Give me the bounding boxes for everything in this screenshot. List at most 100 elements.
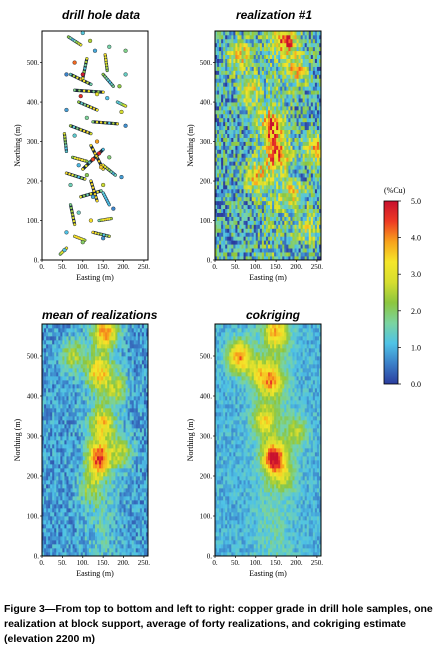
heatmap-cell — [243, 232, 246, 237]
heatmap-cell — [241, 216, 244, 221]
heatmap-cell — [245, 46, 248, 52]
heatmap-cell — [84, 500, 88, 505]
heatmap-cell — [97, 460, 100, 465]
sample-point — [78, 158, 81, 161]
heatmap-cell — [265, 42, 269, 48]
heatmap-cell — [268, 181, 271, 186]
heatmap-cell — [223, 102, 226, 107]
heatmap-cell — [217, 90, 220, 95]
heatmap-cell — [276, 165, 279, 170]
heatmap-cell — [143, 500, 147, 505]
heatmap-cell — [298, 208, 301, 213]
heatmap-cell — [316, 66, 320, 71]
heatmap-cell — [72, 492, 75, 497]
heatmap-cell — [270, 102, 273, 107]
sample-point — [104, 56, 107, 59]
sample-point — [84, 60, 88, 64]
heatmap-cell — [270, 224, 273, 229]
heatmap-cell — [280, 137, 283, 142]
heatmap-cell — [141, 536, 145, 541]
heatmap-cell — [263, 181, 267, 186]
heatmap-cell — [272, 196, 275, 202]
heatmap-cell — [284, 248, 287, 253]
heatmap-cell — [86, 432, 90, 437]
heatmap-cell — [221, 129, 224, 135]
heatmap-cell — [288, 62, 291, 67]
heatmap-cell — [139, 540, 143, 545]
heatmap-cell — [219, 252, 222, 257]
heatmap-cell — [117, 472, 120, 477]
heatmap-cell — [296, 46, 299, 52]
heatmap-cell — [265, 196, 269, 202]
heatmap-cell — [123, 544, 126, 549]
heatmap-cell — [292, 256, 295, 261]
heatmap-cell — [229, 184, 232, 190]
sample-point — [68, 182, 73, 188]
heatmap-cell — [84, 480, 88, 485]
heatmap-cell — [221, 133, 224, 138]
heatmap-cell — [139, 484, 143, 489]
heatmap-cell — [46, 464, 49, 469]
heatmap-cell — [70, 440, 73, 445]
heatmap-cell — [50, 444, 53, 449]
heatmap-cell — [296, 62, 299, 67]
heatmap-cell — [56, 476, 59, 481]
heatmap-cell — [119, 496, 122, 501]
heatmap-cell — [223, 46, 226, 52]
heatmap-cell — [42, 432, 45, 437]
heatmap-cell — [304, 188, 308, 194]
heatmap-cell — [92, 472, 96, 477]
heatmap-cell — [92, 520, 96, 525]
heatmap-cell — [113, 444, 116, 449]
heatmap-cell — [306, 42, 310, 48]
heatmap-cell — [282, 236, 285, 241]
heatmap-cell — [314, 192, 318, 198]
heatmap-cell — [121, 544, 124, 549]
heatmap-cell — [263, 161, 267, 166]
x-tick-label: 250. — [311, 263, 324, 271]
heatmap-cell — [298, 50, 301, 56]
heatmap-cell — [270, 74, 273, 79]
heatmap-cell — [103, 436, 106, 441]
heatmap-cell — [237, 113, 240, 119]
heatmap-cell — [78, 524, 82, 529]
heatmap-cell — [48, 428, 51, 433]
heatmap-cell — [229, 86, 232, 91]
heatmap-cell — [113, 432, 116, 437]
heatmap-cell — [82, 512, 86, 517]
heatmap-cell — [280, 188, 283, 194]
heatmap-cell — [131, 476, 135, 481]
heatmap-cell — [225, 228, 228, 233]
heatmap-cell — [123, 428, 126, 433]
heatmap-cell — [280, 204, 283, 210]
heatmap-cell — [288, 196, 291, 202]
heatmap-cell — [217, 38, 220, 44]
heatmap-cell — [119, 520, 122, 525]
heatmap-cell — [231, 256, 234, 261]
heatmap-cell — [288, 248, 291, 253]
heatmap-cell — [42, 548, 45, 553]
heatmap-cell — [46, 536, 49, 541]
heatmap-cell — [308, 74, 312, 79]
sample-point — [95, 154, 98, 158]
heatmap-cell — [249, 224, 253, 229]
heatmap-cell — [46, 520, 49, 525]
heatmap-cell — [139, 476, 143, 481]
heatmap-cell — [50, 516, 53, 521]
heatmap-cell — [70, 492, 73, 497]
heatmap-cell — [217, 153, 220, 158]
heatmap-cell — [255, 70, 259, 75]
heatmap-cell — [314, 248, 318, 253]
heatmap-cell — [298, 141, 301, 146]
heatmap-cell — [274, 74, 277, 79]
heatmap-cell — [231, 232, 234, 237]
heatmap-cell — [86, 532, 90, 537]
heatmap-cell — [231, 125, 234, 131]
heatmap-cell — [68, 440, 71, 445]
heatmap-cell — [66, 488, 69, 493]
heatmap-cell — [300, 188, 304, 194]
heatmap-cell — [239, 220, 242, 225]
heatmap-cell — [137, 468, 141, 473]
heatmap-cell — [50, 472, 53, 477]
heatmap-cell — [274, 181, 277, 186]
